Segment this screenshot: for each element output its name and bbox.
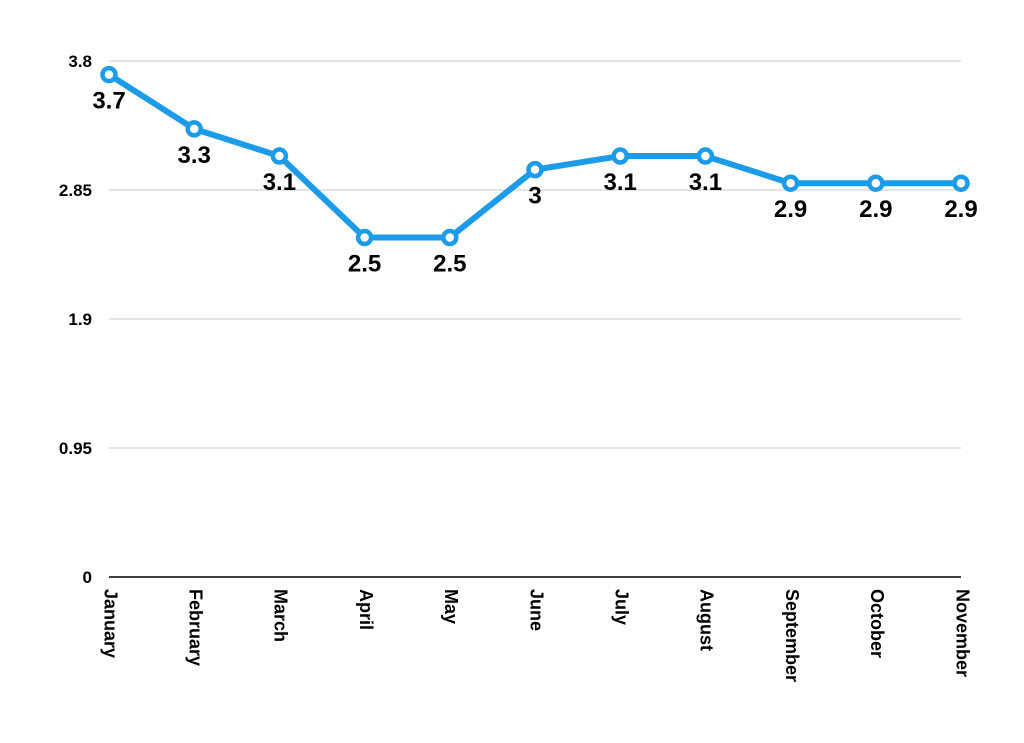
x-tick-label: November (952, 589, 972, 677)
x-tick-label: August (697, 589, 717, 651)
data-label: 3.1 (689, 169, 722, 196)
data-label: 3.7 (92, 88, 125, 115)
x-axis-tick-labels: January February March April May June July Augu… (100, 589, 972, 682)
y-tick-label: 1.9 (68, 310, 92, 329)
data-point (781, 174, 800, 192)
data-point (355, 228, 374, 247)
data-label: 2.9 (859, 196, 892, 223)
x-tick-label: March (271, 589, 291, 642)
data-label: 3 (528, 183, 541, 210)
data-series (100, 65, 970, 247)
data-point (611, 147, 629, 165)
gridlines (109, 60, 961, 449)
series-line (106, 71, 964, 241)
x-tick-label: September (782, 589, 802, 682)
x-tick-label: June (526, 589, 546, 631)
data-point (696, 147, 715, 165)
data-labels: 3.7 3.3 3.1 2.5 2.5 3 3.1 3.1 2.9 2.9 2.9 (92, 88, 977, 278)
x-tick-label: October (867, 589, 887, 658)
data-label: 2.9 (774, 196, 807, 223)
y-tick-label: 3.8 (68, 52, 92, 71)
data-label: 3.1 (604, 169, 637, 196)
data-point (270, 147, 289, 165)
y-tick-label: 2.85 (59, 181, 92, 200)
y-tick-label: 0 (83, 568, 92, 587)
x-tick-label: April (356, 589, 376, 630)
data-label: 2.9 (944, 196, 977, 223)
data-point (441, 228, 459, 247)
data-point (952, 174, 970, 192)
data-point (867, 174, 885, 192)
x-tick-label: July (611, 589, 631, 625)
data-point (526, 160, 544, 179)
y-axis-tick-labels: 0 0.95 1.9 2.85 3.8 (59, 52, 92, 587)
data-point (100, 65, 118, 84)
data-label: 3.1 (263, 169, 296, 196)
data-point (185, 120, 203, 138)
data-label: 2.5 (433, 251, 466, 278)
x-tick-label: February (185, 589, 205, 666)
data-label: 3.3 (178, 142, 211, 169)
data-label: 2.5 (348, 251, 381, 278)
x-tick-label: May (441, 589, 461, 624)
y-tick-label: 0.95 (59, 439, 92, 458)
x-tick-label: January (100, 589, 120, 658)
